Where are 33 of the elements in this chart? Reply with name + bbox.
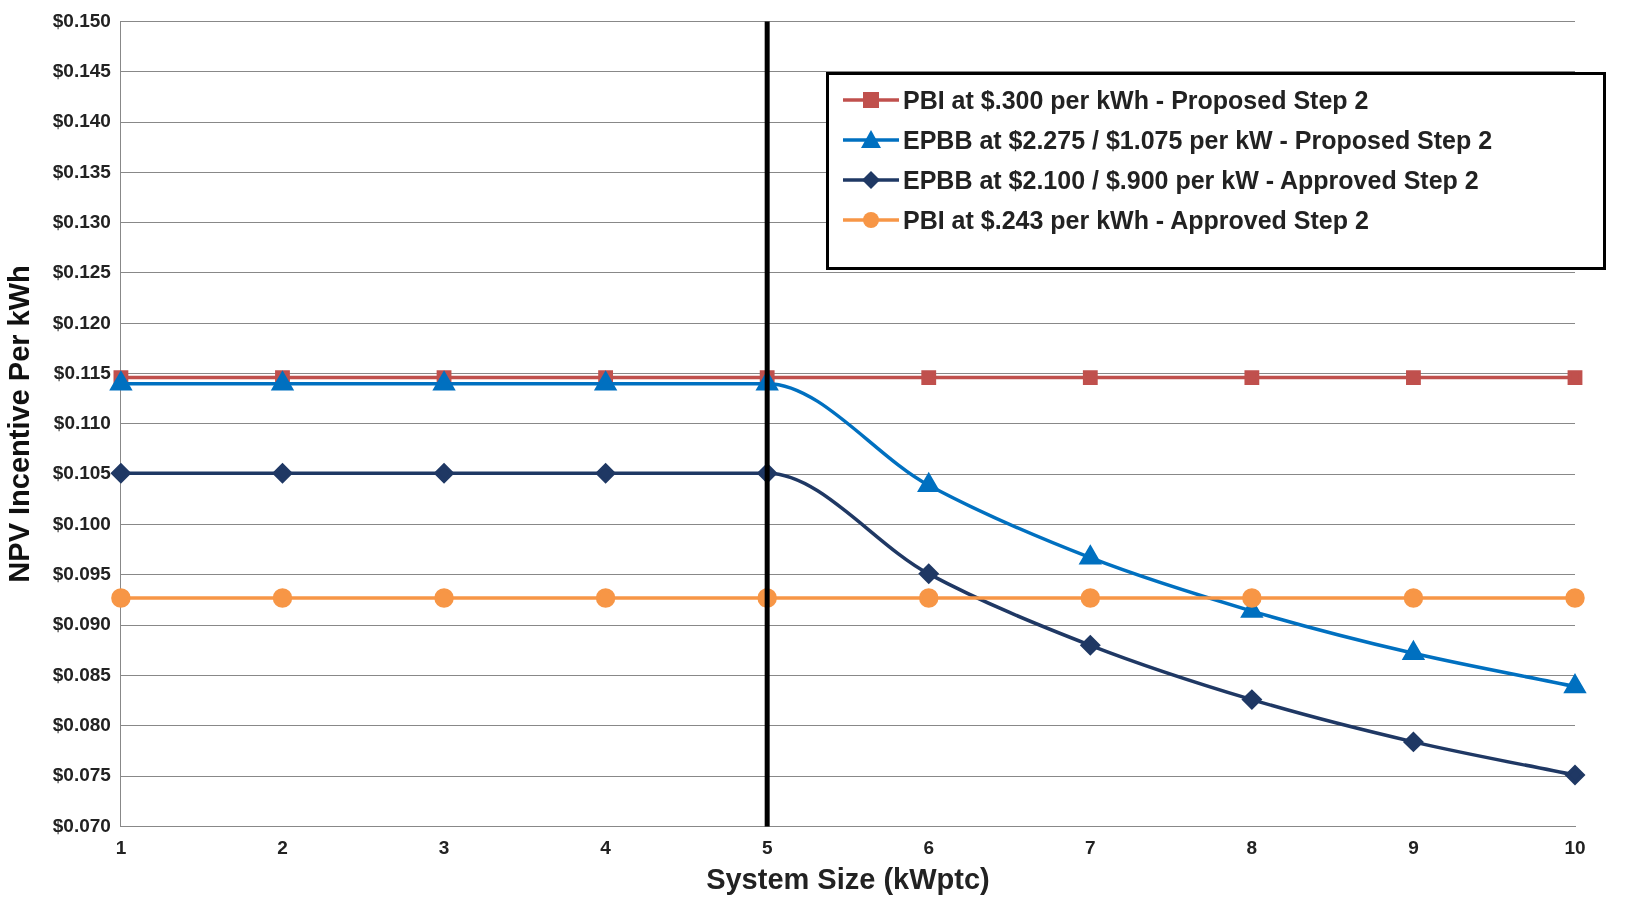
y-tick-label: $0.090 [52, 613, 111, 635]
x-tick-label: 5 [761, 837, 773, 859]
y-tick-label: $0.105 [52, 462, 112, 484]
x-tick-label: 2 [277, 837, 288, 859]
y-tick-label: $0.080 [52, 714, 111, 736]
x-tick-label: 9 [1408, 837, 1419, 859]
y-tick-label: $0.100 [52, 512, 111, 534]
x-tick-label: 3 [438, 837, 450, 859]
y-tick-label: $0.085 [52, 663, 112, 685]
y-axis-title: NPV Incentive Per kWh [3, 265, 36, 583]
x-axis-title: System Size (kWptc) [706, 862, 990, 895]
legend-label: PBI at $.243 per kWh - Approved Step 2 [903, 205, 1369, 235]
y-tick-label: $0.110 [53, 412, 111, 434]
y-tick-label: $0.145 [52, 59, 112, 81]
x-tick-label: 10 [1564, 837, 1586, 859]
legend-label: PBI at $.300 per kWh - Proposed Step 2 [903, 85, 1369, 115]
y-tick-label: $0.075 [52, 764, 112, 786]
y-tick-label: $0.095 [52, 563, 112, 585]
legend-label: EPBB at $2.100 / $.900 per kW - Approved Step 2 [903, 165, 1479, 195]
y-tick-label: $0.150 [52, 9, 111, 31]
x-tick-label: 7 [1085, 837, 1096, 859]
y-tick-label: $0.115 [53, 361, 112, 383]
y-tick-label: $0.070 [52, 814, 111, 836]
x-tick-label: 8 [1246, 837, 1258, 859]
y-tick-label: $0.130 [52, 210, 111, 232]
x-tick-label: 4 [600, 837, 612, 859]
y-tick-label: $0.125 [52, 261, 112, 283]
y-tick-label: $0.135 [52, 160, 112, 182]
x-tick-label: 1 [115, 837, 127, 859]
y-tick-label: $0.120 [52, 311, 111, 333]
y-tick-label: $0.140 [52, 110, 111, 132]
legend-label: EPBB at $2.275 / $1.075 per kW - Proposed Step 2 [903, 125, 1493, 155]
x-tick-label: 6 [923, 837, 935, 859]
